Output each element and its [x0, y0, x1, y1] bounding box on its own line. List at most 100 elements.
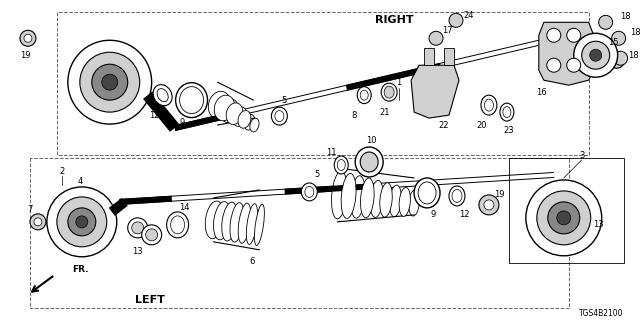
Circle shape	[57, 197, 107, 247]
Text: 24: 24	[464, 11, 474, 20]
Text: 19: 19	[20, 51, 30, 60]
Circle shape	[76, 216, 88, 228]
Circle shape	[34, 218, 42, 226]
Text: 12: 12	[459, 210, 469, 220]
Text: 19: 19	[493, 190, 504, 199]
Text: 5: 5	[282, 96, 287, 105]
Ellipse shape	[355, 147, 383, 177]
Ellipse shape	[208, 91, 230, 119]
Ellipse shape	[357, 87, 371, 104]
Ellipse shape	[180, 87, 204, 114]
Text: 18: 18	[628, 51, 639, 60]
Polygon shape	[424, 48, 434, 65]
Circle shape	[449, 13, 463, 27]
Text: 1: 1	[397, 78, 402, 87]
Circle shape	[429, 31, 443, 45]
Ellipse shape	[226, 103, 243, 124]
Circle shape	[102, 74, 118, 90]
Ellipse shape	[232, 107, 247, 126]
Ellipse shape	[351, 176, 365, 218]
Circle shape	[30, 214, 46, 230]
Ellipse shape	[305, 187, 314, 197]
Circle shape	[598, 15, 612, 29]
Ellipse shape	[337, 159, 345, 171]
Circle shape	[20, 30, 36, 46]
Circle shape	[68, 208, 96, 236]
Ellipse shape	[449, 186, 465, 206]
Text: 17: 17	[442, 26, 452, 35]
Text: LEFT: LEFT	[135, 295, 164, 305]
Ellipse shape	[341, 173, 356, 219]
Ellipse shape	[334, 156, 348, 174]
Polygon shape	[444, 48, 454, 65]
Ellipse shape	[414, 178, 440, 208]
Circle shape	[92, 64, 128, 100]
Ellipse shape	[360, 152, 378, 172]
Polygon shape	[346, 63, 441, 91]
Bar	[509, 158, 623, 263]
Ellipse shape	[481, 95, 497, 115]
Ellipse shape	[275, 111, 284, 122]
Text: 23: 23	[504, 125, 514, 135]
Text: 11: 11	[326, 148, 337, 156]
Text: 4: 4	[77, 178, 83, 187]
Ellipse shape	[360, 178, 374, 218]
Ellipse shape	[238, 110, 251, 128]
Circle shape	[589, 49, 602, 61]
Text: 13: 13	[132, 247, 143, 256]
Text: 8: 8	[351, 111, 357, 120]
Circle shape	[132, 222, 144, 234]
Circle shape	[582, 41, 610, 69]
Circle shape	[68, 40, 152, 124]
Ellipse shape	[452, 189, 462, 203]
Ellipse shape	[484, 99, 493, 111]
Circle shape	[526, 180, 602, 256]
Circle shape	[128, 218, 148, 238]
Ellipse shape	[171, 216, 184, 234]
Polygon shape	[411, 65, 459, 118]
Ellipse shape	[220, 99, 239, 123]
Text: 14: 14	[179, 204, 190, 212]
Circle shape	[614, 51, 628, 65]
Circle shape	[547, 58, 561, 72]
Text: 9: 9	[431, 210, 436, 220]
Ellipse shape	[399, 188, 410, 216]
Circle shape	[484, 200, 494, 210]
Ellipse shape	[214, 202, 230, 240]
Circle shape	[80, 52, 140, 112]
Circle shape	[146, 229, 157, 241]
Circle shape	[548, 202, 580, 234]
Circle shape	[567, 58, 580, 72]
Ellipse shape	[332, 171, 347, 219]
Ellipse shape	[271, 107, 287, 125]
Text: TGS4B2100: TGS4B2100	[579, 309, 623, 318]
Text: 2: 2	[60, 167, 65, 176]
Text: 16: 16	[536, 88, 547, 97]
Circle shape	[612, 31, 626, 45]
Ellipse shape	[409, 190, 419, 216]
Ellipse shape	[390, 185, 401, 217]
Circle shape	[47, 187, 116, 257]
Ellipse shape	[166, 212, 189, 238]
Ellipse shape	[418, 182, 436, 204]
Text: 18: 18	[630, 28, 640, 37]
Circle shape	[141, 225, 162, 245]
Text: 9: 9	[180, 117, 185, 127]
Ellipse shape	[250, 118, 259, 132]
Text: FR.: FR.	[72, 265, 88, 274]
Polygon shape	[143, 91, 179, 132]
Ellipse shape	[214, 95, 235, 121]
Circle shape	[24, 34, 32, 42]
Polygon shape	[285, 183, 372, 195]
Text: 5: 5	[315, 171, 320, 180]
Text: 22: 22	[439, 121, 449, 130]
Ellipse shape	[301, 183, 317, 201]
Text: 10: 10	[366, 136, 376, 145]
Circle shape	[547, 28, 561, 42]
Ellipse shape	[255, 204, 264, 245]
Polygon shape	[109, 198, 128, 216]
Text: 21: 21	[379, 108, 389, 116]
Text: 20: 20	[477, 121, 487, 130]
Ellipse shape	[221, 202, 237, 241]
Ellipse shape	[360, 90, 368, 100]
